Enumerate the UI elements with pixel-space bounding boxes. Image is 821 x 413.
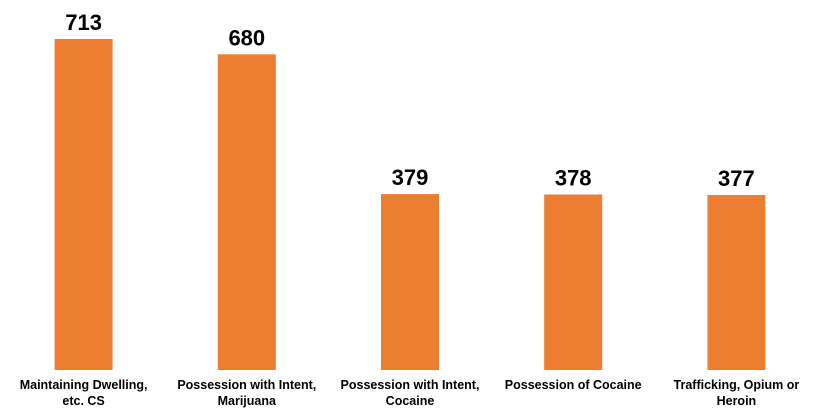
category-label-4-line-1: Possession of Cocaine (505, 378, 642, 392)
bar-3 (381, 194, 439, 370)
category-label-1-line-1: Maintaining Dwelling, (20, 378, 148, 392)
bar-1 (54, 39, 113, 370)
bars-group (54, 39, 766, 371)
bar-5 (707, 195, 766, 370)
data-label-1: 713 (65, 10, 102, 35)
data-label-2: 680 (228, 25, 265, 50)
category-labels-group: Maintaining Dwelling, etc. CS Possession w… (20, 378, 800, 408)
bar-4 (544, 194, 603, 370)
data-labels-group: 713 680 379 378 377 (65, 10, 755, 191)
data-label-5: 377 (718, 166, 755, 191)
category-label-3-line-1: Possession with Intent, (341, 378, 480, 392)
category-label-2-line-2: Marijuana (218, 394, 277, 408)
category-label-5-line-1: Trafficking, Opium or (674, 378, 800, 392)
data-label-4: 378 (555, 166, 592, 191)
category-label-1-line-2: etc. CS (62, 394, 104, 408)
category-label-5-line-2: Heroin (717, 394, 757, 408)
category-label-3-line-2: Cocaine (386, 394, 435, 408)
data-label-3: 379 (392, 165, 429, 190)
bar-2 (217, 54, 276, 371)
category-label-2-line-1: Possession with Intent, (177, 378, 316, 392)
